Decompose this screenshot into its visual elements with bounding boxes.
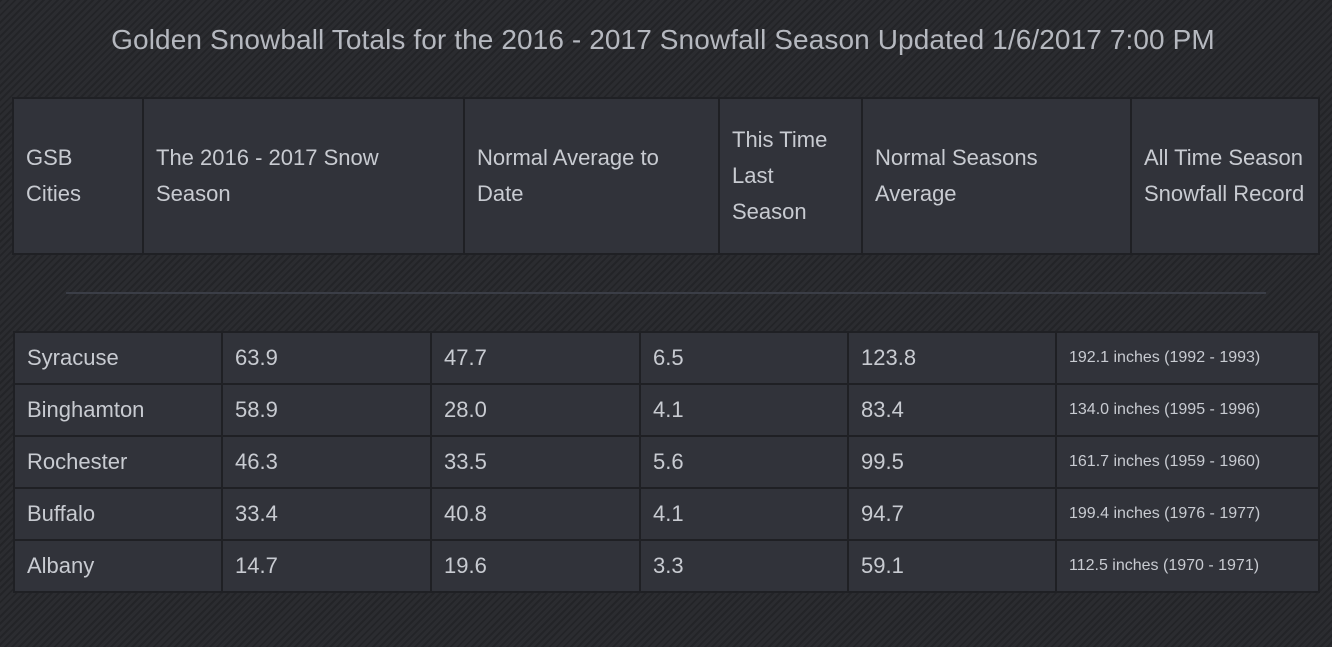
city-cell: Binghamton <box>13 383 223 437</box>
normal-to-date-cell: 33.5 <box>430 435 641 489</box>
header-all-time-record: All Time Season Snowfall Record <box>1130 97 1320 255</box>
table-row: Rochester 46.3 33.5 5.6 99.5 161.7 inche… <box>13 435 1320 489</box>
normal-to-date-cell: 47.7 <box>430 331 641 385</box>
city-cell: Albany <box>13 539 223 593</box>
record-cell: 192.1 inches (1992 - 1993) <box>1055 331 1320 385</box>
header-current-season: The 2016 - 2017 Snow Season <box>142 97 465 255</box>
page-title: Golden Snowball Totals for the 2016 - 20… <box>111 24 1215 55</box>
header-normal-average-to-date: Normal Average to Date <box>463 97 720 255</box>
record-cell: 112.5 inches (1970 - 1971) <box>1055 539 1320 593</box>
season-total-cell: 33.4 <box>221 487 432 541</box>
table-row: Syracuse 63.9 47.7 6.5 123.8 192.1 inche… <box>13 331 1320 385</box>
header-table: GSB Cities The 2016 - 2017 Snow Season N… <box>12 97 1320 255</box>
header-gsb-cities: GSB Cities <box>12 97 144 255</box>
table-row: Albany 14.7 19.6 3.3 59.1 112.5 inches (… <box>13 539 1320 593</box>
season-average-cell: 123.8 <box>847 331 1057 385</box>
season-average-cell: 99.5 <box>847 435 1057 489</box>
season-total-cell: 63.9 <box>221 331 432 385</box>
normal-to-date-cell: 19.6 <box>430 539 641 593</box>
season-average-cell: 59.1 <box>847 539 1057 593</box>
season-average-cell: 94.7 <box>847 487 1057 541</box>
last-season-cell: 4.1 <box>639 487 849 541</box>
divider <box>66 292 1266 294</box>
header-normal-seasons-average: Normal Seasons Average <box>861 97 1132 255</box>
season-total-cell: 46.3 <box>221 435 432 489</box>
season-average-cell: 83.4 <box>847 383 1057 437</box>
record-cell: 161.7 inches (1959 - 1960) <box>1055 435 1320 489</box>
season-total-cell: 58.9 <box>221 383 432 437</box>
header-row: GSB Cities The 2016 - 2017 Snow Season N… <box>12 97 1320 255</box>
normal-to-date-cell: 28.0 <box>430 383 641 437</box>
last-season-cell: 6.5 <box>639 331 849 385</box>
last-season-cell: 5.6 <box>639 435 849 489</box>
table-row: Binghamton 58.9 28.0 4.1 83.4 134.0 inch… <box>13 383 1320 437</box>
record-cell: 134.0 inches (1995 - 1996) <box>1055 383 1320 437</box>
snowfall-table: Syracuse 63.9 47.7 6.5 123.8 192.1 inche… <box>13 331 1320 593</box>
table-row: Buffalo 33.4 40.8 4.1 94.7 199.4 inches … <box>13 487 1320 541</box>
last-season-cell: 3.3 <box>639 539 849 593</box>
last-season-cell: 4.1 <box>639 383 849 437</box>
city-cell: Rochester <box>13 435 223 489</box>
season-total-cell: 14.7 <box>221 539 432 593</box>
normal-to-date-cell: 40.8 <box>430 487 641 541</box>
city-cell: Buffalo <box>13 487 223 541</box>
record-cell: 199.4 inches (1976 - 1977) <box>1055 487 1320 541</box>
header-this-time-last-season: This Time Last Season <box>718 97 863 255</box>
city-cell: Syracuse <box>13 331 223 385</box>
